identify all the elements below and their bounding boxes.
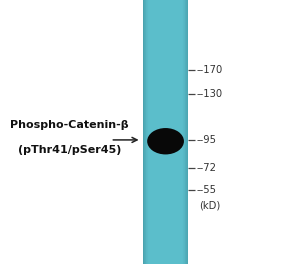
Bar <box>143 0 188 264</box>
Text: --95: --95 <box>197 135 217 145</box>
Bar <box>143 0 144 264</box>
Bar <box>185 0 188 264</box>
Bar <box>143 0 146 264</box>
Bar <box>183 0 188 264</box>
Bar <box>184 0 188 264</box>
Bar <box>143 0 146 264</box>
Text: Phospho-Catenin-β: Phospho-Catenin-β <box>10 120 129 130</box>
Text: (pThr41/pSer45): (pThr41/pSer45) <box>18 145 121 155</box>
Bar <box>143 0 149 264</box>
Text: --72: --72 <box>197 163 217 173</box>
Text: --55: --55 <box>197 185 217 195</box>
Bar <box>143 0 148 264</box>
Bar <box>187 0 188 264</box>
Bar <box>143 0 147 264</box>
Text: (kD): (kD) <box>200 201 221 211</box>
Bar <box>186 0 188 264</box>
Text: --170: --170 <box>197 65 223 75</box>
Ellipse shape <box>147 128 184 154</box>
Bar <box>183 0 188 264</box>
Bar <box>182 0 188 264</box>
Text: --130: --130 <box>197 89 223 99</box>
Bar <box>143 0 148 264</box>
Bar <box>143 0 145 264</box>
Bar <box>185 0 188 264</box>
